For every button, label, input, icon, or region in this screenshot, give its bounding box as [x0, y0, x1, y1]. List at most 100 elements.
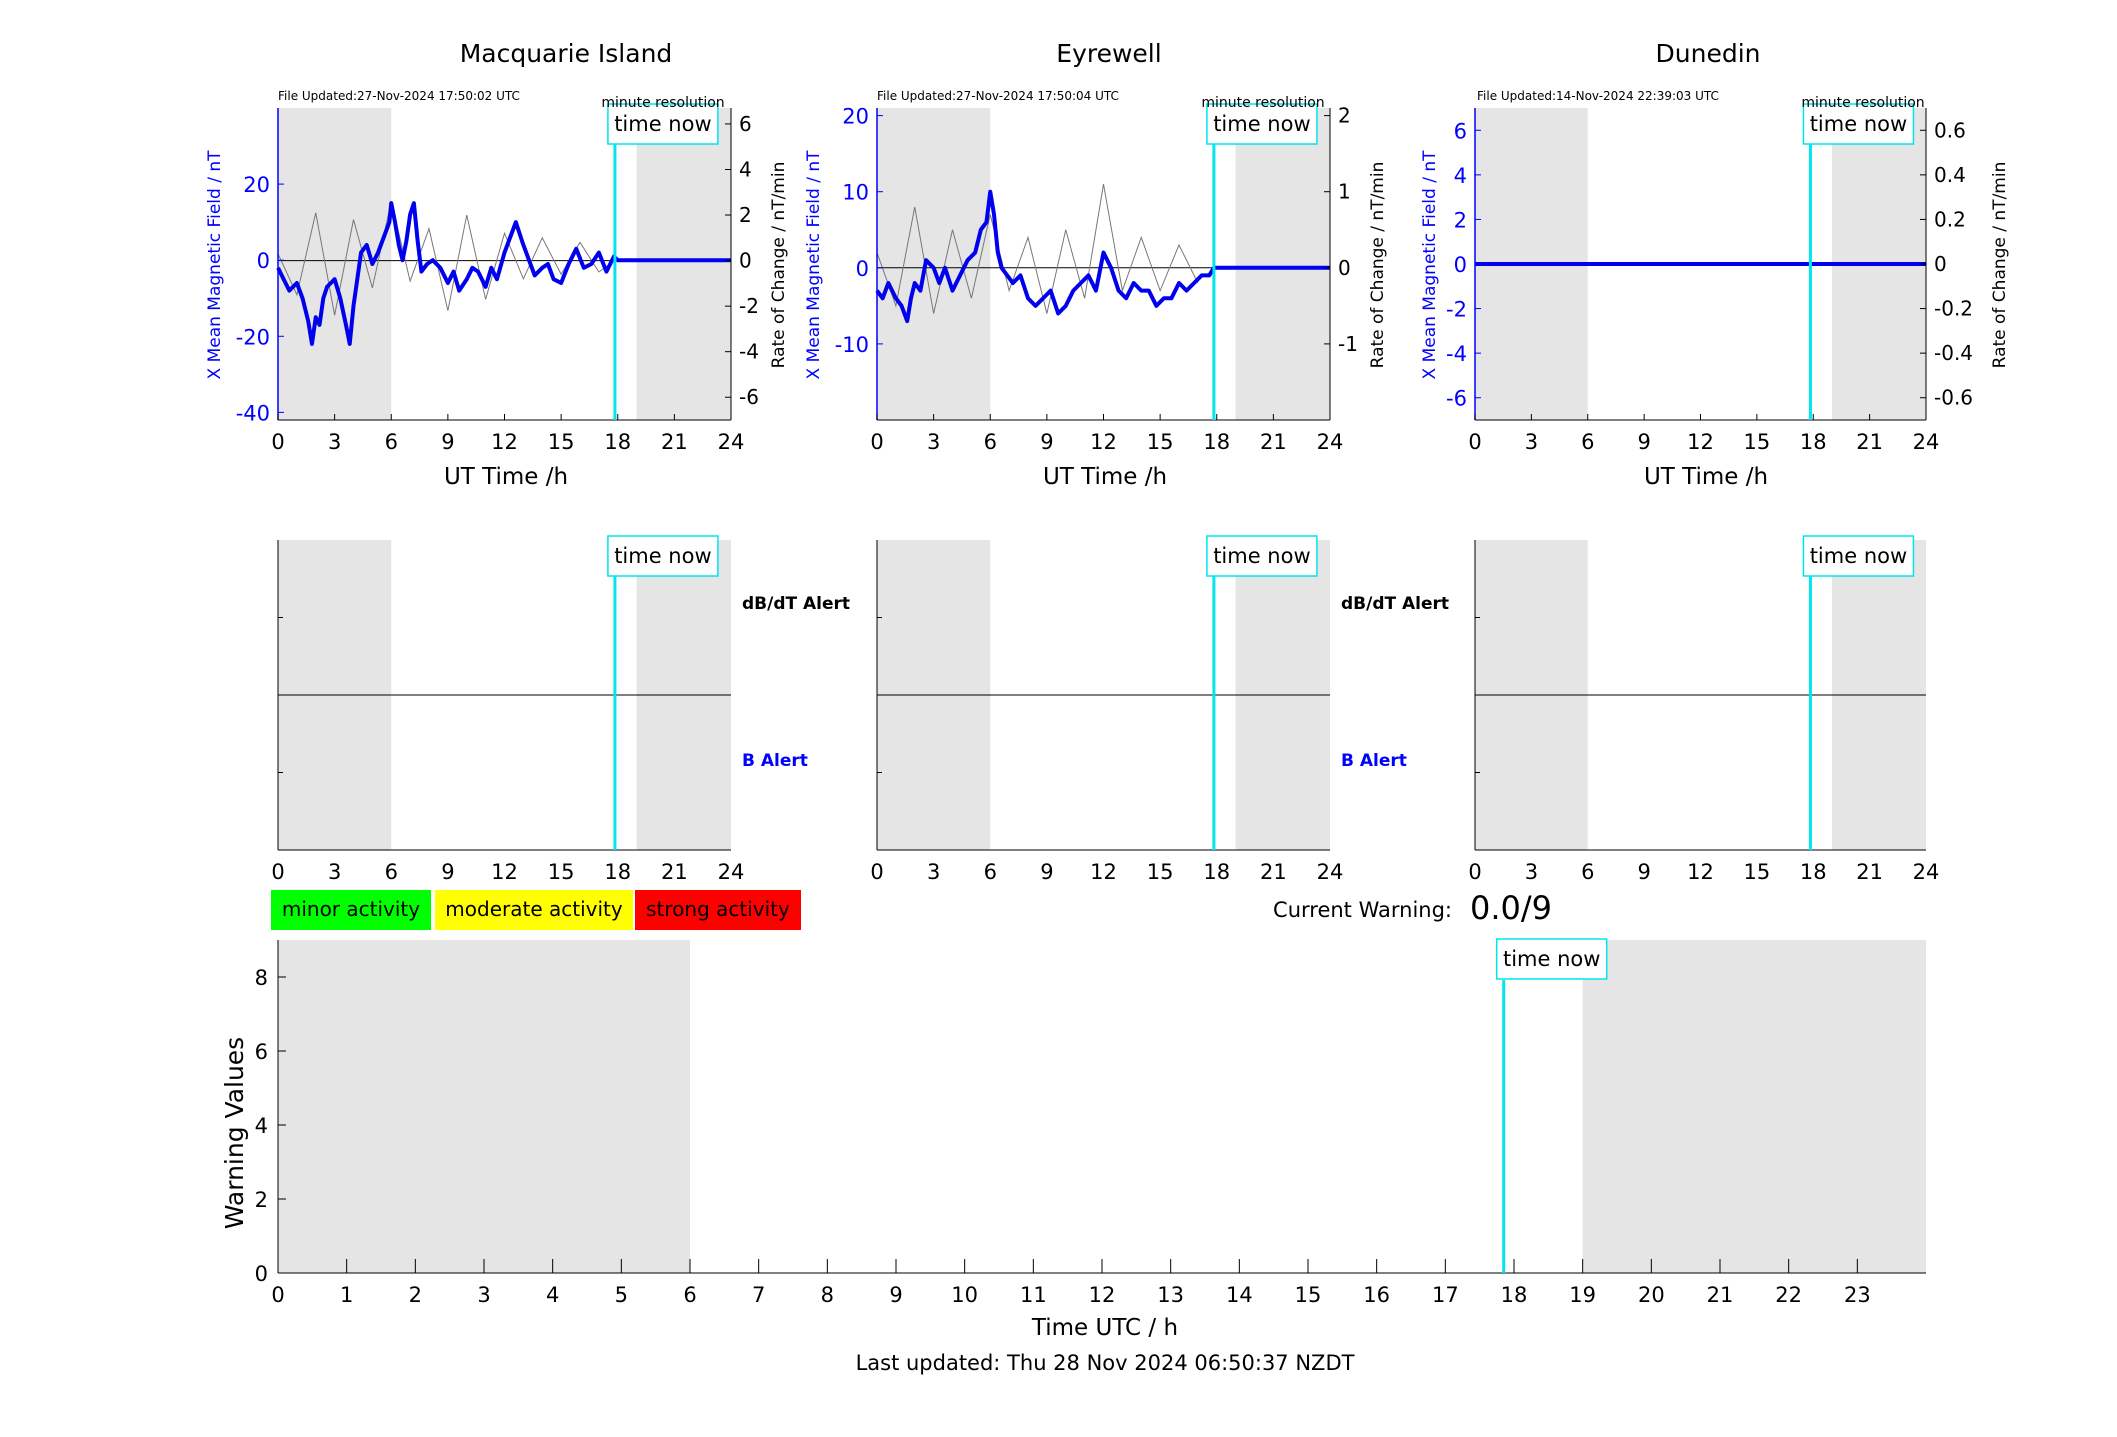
- warning-x-tick-label: 10: [951, 1283, 978, 1307]
- db-dt-alert-label: dB/dT Alert: [1341, 594, 1449, 614]
- x-tick-label: 21: [1856, 430, 1883, 454]
- x-tick-label: 9: [1637, 430, 1650, 454]
- x-tick-label: 0: [1468, 430, 1481, 454]
- warning-x-tick-label: 17: [1432, 1283, 1459, 1307]
- warning-x-tick-label: 20: [1638, 1283, 1665, 1307]
- x-tick-label: 9: [441, 430, 454, 454]
- x-tick-label: 15: [548, 860, 575, 884]
- time-now-label: time now: [1213, 544, 1310, 568]
- xlabel: UT Time /h: [444, 464, 568, 490]
- legend-swatch-moderate: [435, 890, 633, 930]
- left-ylabel: X Mean Magnetic Field / nT: [804, 150, 824, 380]
- legend-label-moderate: moderate activity: [445, 897, 623, 921]
- x-tick-label: 24: [1913, 430, 1940, 454]
- x-tick-label: 15: [548, 430, 575, 454]
- station-title: Eyrewell: [1056, 39, 1161, 68]
- alert-panel-dunedin: 0 3 6 9 12 15 18 21 24 time now: [1468, 535, 1939, 884]
- x-tick-label: 0: [271, 860, 284, 884]
- time-now-label: time now: [614, 544, 711, 568]
- x-tick-label: 18: [1203, 860, 1230, 884]
- x-tick-label: 12: [1687, 860, 1714, 884]
- right-tick-label: 0.4: [1934, 163, 1966, 187]
- activity-legend: minor activity moderate activity strong …: [271, 890, 801, 930]
- left-tick-label: -4: [1446, 342, 1467, 366]
- right-ylabel: Rate of Change / nT/min: [1368, 162, 1388, 369]
- x-tick-label: 15: [1147, 430, 1174, 454]
- x-tick-label: 15: [1744, 430, 1771, 454]
- x-tick-label: 6: [984, 430, 997, 454]
- x-tick-label: 6: [1581, 430, 1594, 454]
- magnetic-field-line: [875, 189, 1330, 324]
- x-tick-label: 24: [718, 430, 745, 454]
- x-tick-label: 21: [1260, 430, 1287, 454]
- night-shade: [636, 108, 731, 420]
- x-tick-label: 15: [1744, 860, 1771, 884]
- db-dt-alert-label: dB/dT Alert: [742, 594, 850, 614]
- xlabel: UT Time /h: [1644, 464, 1768, 490]
- warning-x-tick-label: 19: [1569, 1283, 1596, 1307]
- warning-x-tick-label: 14: [1226, 1283, 1253, 1307]
- file-updated-text: File Updated:27-Nov-2024 17:50:04 UTC: [877, 89, 1119, 103]
- night-shade: [1235, 108, 1330, 420]
- x-tick-label: 9: [1637, 860, 1650, 884]
- time-now-box: [1206, 103, 1318, 145]
- left-tick-label: 0: [257, 249, 270, 273]
- time-now-box: [1495, 938, 1608, 980]
- station-title: Dunedin: [1656, 39, 1761, 68]
- warning-y-tick-label: 0: [255, 1262, 268, 1286]
- rate-of-change-line: [876, 184, 1199, 314]
- last-updated-text: Last updated: Thu 28 Nov 2024 06:50:37 N…: [856, 1351, 1355, 1375]
- x-tick-label: 21: [661, 860, 688, 884]
- warning-x-tick-label: 3: [477, 1283, 490, 1307]
- warning-y-tick-label: 8: [255, 966, 268, 990]
- right-tick-label: 4: [739, 157, 752, 181]
- file-updated-text: File Updated:14-Nov-2024 22:39:03 UTC: [1477, 89, 1719, 103]
- warning-x-tick-label: 21: [1707, 1283, 1734, 1307]
- resolution-label: minute resolution: [601, 95, 724, 111]
- x-tick-label: 12: [491, 860, 518, 884]
- right-ylabel: Rate of Change / nT/min: [769, 162, 789, 369]
- right-tick-label: 0: [1338, 256, 1351, 280]
- b-alert-label: B Alert: [742, 751, 808, 771]
- x-tick-label: 18: [1800, 430, 1827, 454]
- b-alert-label: B Alert: [1341, 751, 1407, 771]
- left-tick-label: -40: [236, 401, 270, 425]
- right-tick-label: -2: [739, 294, 759, 318]
- x-tick-label: 24: [718, 860, 745, 884]
- warning-x-tick-label: 0: [271, 1283, 284, 1307]
- alert-panel-macquarie: 0 3 6 9 12 15 18 21 24 time now: [271, 535, 745, 884]
- warning-x-tick-label: 4: [546, 1283, 559, 1307]
- warning-x-tick-label: 2: [409, 1283, 422, 1307]
- magnetic-field-line: [276, 201, 731, 346]
- x-tick-label: 18: [604, 860, 631, 884]
- file-updated-text: File Updated:27-Nov-2024 17:50:02 UTC: [278, 89, 520, 103]
- right-tick-label: 0.2: [1934, 207, 1966, 231]
- warning-ylabel: Warning Values: [220, 1037, 249, 1229]
- warning-x-tick-label: 5: [615, 1283, 628, 1307]
- left-tick-label: 4: [1454, 164, 1467, 188]
- time-now-label: time now: [1810, 544, 1907, 568]
- x-tick-label: 18: [1203, 430, 1230, 454]
- warning-x-tick-label: 1: [340, 1283, 353, 1307]
- left-tick-label: 20: [842, 105, 869, 129]
- warning-x-tick-label: 18: [1501, 1283, 1528, 1307]
- warning-x-tick-label: 6: [683, 1283, 696, 1307]
- right-tick-label: -0.6: [1934, 386, 1973, 410]
- night-shade: [877, 108, 991, 420]
- warning-x-tick-label: 9: [889, 1283, 902, 1307]
- time-now-box: [1802, 535, 1915, 577]
- x-tick-label: 6: [1581, 860, 1594, 884]
- left-tick-label: 0: [856, 257, 869, 281]
- right-tick-label: -0.2: [1934, 297, 1973, 321]
- x-tick-label: 24: [1317, 860, 1344, 884]
- x-tick-label: 24: [1317, 430, 1344, 454]
- x-tick-label: 6: [984, 860, 997, 884]
- warning-x-tick-label: 23: [1844, 1283, 1871, 1307]
- x-tick-label: 3: [927, 430, 940, 454]
- x-tick-label: 21: [661, 430, 688, 454]
- left-tick-label: -6: [1446, 387, 1467, 411]
- left-tick-label: -20: [236, 325, 270, 349]
